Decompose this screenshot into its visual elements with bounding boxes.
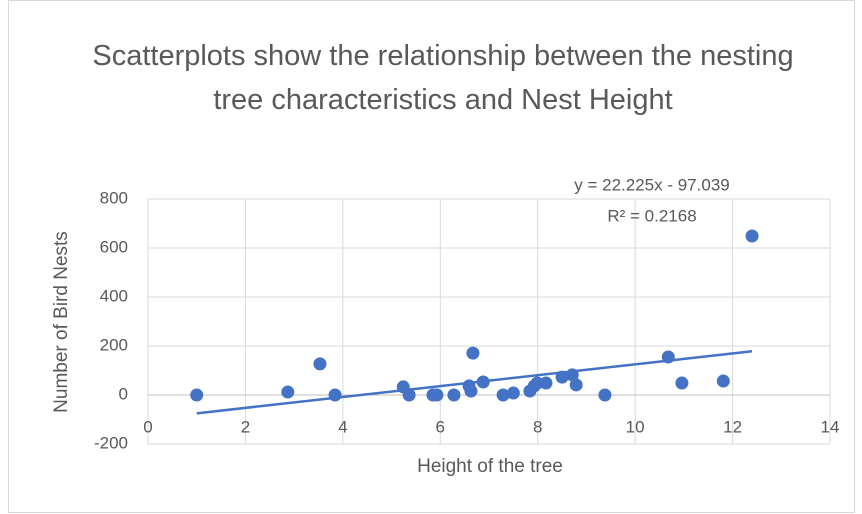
y-tick-label: 400: [100, 286, 128, 305]
point: [598, 388, 612, 402]
x-tick-label: 10: [626, 417, 645, 436]
point: [430, 388, 444, 402]
point: [539, 376, 553, 390]
point: [675, 376, 689, 390]
x-tick-label: 6: [436, 417, 445, 436]
chart-border: [8, 0, 855, 513]
x-tick-label: 2: [241, 417, 250, 436]
x-tick-label: 12: [723, 417, 742, 436]
chart-title: Scatterplots show the relationship betwe…: [92, 40, 794, 116]
trendline-r-squared: R² = 0.2168: [607, 206, 696, 225]
point: [569, 378, 583, 392]
x-axis-label: Height of the tree: [417, 456, 563, 477]
trendline: [196, 350, 753, 415]
point: [745, 229, 759, 243]
y-tick-label: 800: [100, 188, 128, 207]
x-tick-label: 8: [533, 417, 542, 436]
x-tick-label: 14: [821, 417, 840, 436]
point: [496, 388, 510, 402]
point: [506, 386, 520, 400]
point: [402, 388, 416, 402]
point: [464, 384, 478, 398]
y-tick-label: 600: [100, 237, 128, 256]
point: [313, 357, 327, 371]
y-tick-label: 0: [119, 384, 128, 403]
x-tick-label: 4: [338, 417, 347, 436]
point: [466, 346, 480, 360]
y-tick-label: 200: [100, 335, 128, 354]
x-tick-label: 0: [143, 417, 152, 436]
y-axis-label: Number of Bird Nests: [51, 231, 72, 413]
point: [281, 385, 295, 399]
point: [190, 388, 204, 402]
y-tick-label: -200: [94, 433, 128, 452]
point: [447, 388, 461, 402]
trendline-equation: y = 22.225x - 97.039: [574, 175, 729, 194]
point: [716, 374, 730, 388]
